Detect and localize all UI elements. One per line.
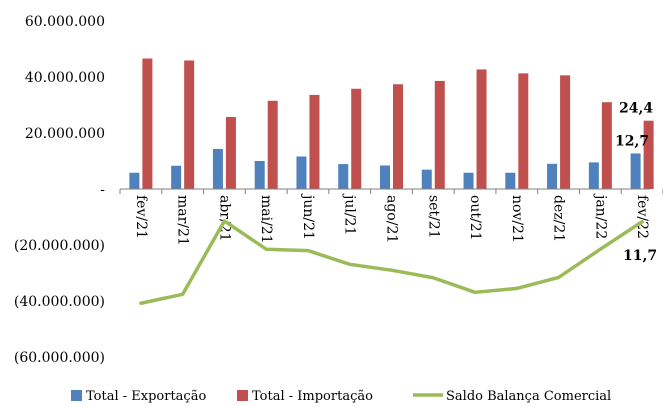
export-bar (171, 165, 182, 189)
export-bar (421, 169, 432, 189)
x-category-label: jun/21 (300, 193, 316, 240)
x-category-label: jul/21 (342, 193, 358, 235)
export-bar (380, 165, 390, 189)
export-bar (505, 172, 516, 189)
import-bar (351, 88, 362, 189)
import-bar (518, 73, 529, 189)
legend-label: Saldo Balança Comercial (446, 389, 611, 404)
legend: Total - Exportação Total - Importação Sald… (71, 389, 611, 404)
export-bar (129, 172, 140, 189)
x-category-label: mar/21 (175, 195, 191, 246)
import-bar (601, 102, 612, 189)
data-label: 12,7 (615, 133, 649, 149)
saldo-balanca-comercial-line (139, 219, 644, 305)
x-category-label: abr/21 (216, 195, 232, 242)
y-tick-label: (20.000.000) (14, 238, 105, 254)
import-bar (225, 117, 236, 189)
x-category-label: set/21 (425, 195, 441, 239)
import-bar (309, 94, 320, 189)
x-category-label: mai/21 (258, 195, 274, 244)
y-tick-label: (60.000.000) (14, 350, 105, 366)
x-category-label: fev/22 (634, 195, 650, 239)
import-bar (476, 69, 487, 189)
legend-swatch (71, 390, 82, 401)
export-bar (254, 161, 265, 189)
y-tick-label: 20.000.000 (25, 126, 105, 142)
import-bar (643, 120, 654, 189)
y-tick-label: 40.000.000 (25, 70, 105, 86)
legend-swatch (237, 390, 248, 401)
x-category-label: dez/21 (551, 195, 567, 242)
x-category-label: fev/21 (133, 195, 149, 239)
y-tick-label: 60.000.000 (25, 14, 105, 30)
x-category-label: ago/21 (384, 195, 400, 243)
import-bar (142, 58, 153, 189)
export-bar (630, 153, 641, 189)
import-bar (560, 75, 571, 189)
export-bar (547, 163, 558, 189)
import-bar (184, 60, 195, 190)
export-bar (212, 148, 223, 189)
import-bar (393, 84, 403, 189)
legend-label: Total - Exportação (86, 389, 206, 404)
data-label: 11,7 (623, 248, 657, 264)
x-category-label: nov/21 (509, 195, 525, 243)
y-tick-label: (40.000.000) (14, 294, 105, 310)
import-bar (434, 80, 445, 189)
data-label: 24,4 (619, 101, 653, 117)
y-tick-label: - (100, 182, 105, 198)
import-bar (267, 100, 278, 189)
x-category-label: out/21 (467, 195, 483, 241)
export-bar (338, 164, 349, 189)
export-bar (463, 172, 474, 189)
export-bar (296, 156, 307, 189)
legend-label: Total - Importação (252, 389, 373, 404)
x-category-label: jan/22 (592, 193, 608, 239)
export-bar (588, 162, 599, 189)
